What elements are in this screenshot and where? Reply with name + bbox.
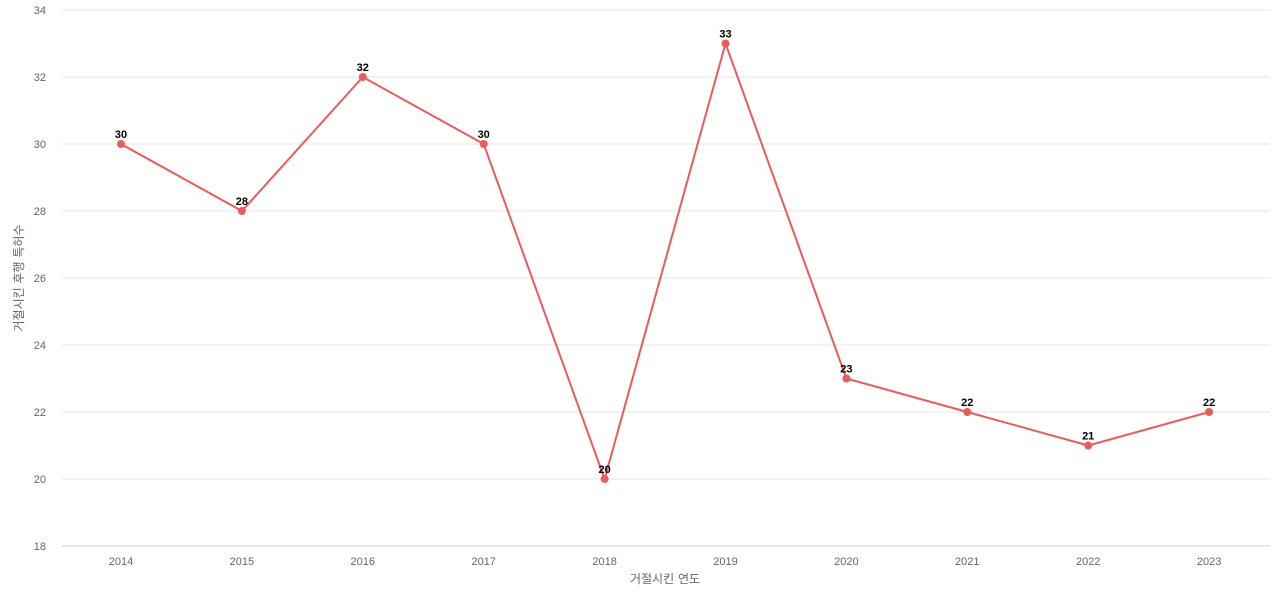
y-tick-label: 28 — [34, 206, 46, 218]
y-tick-label: 32 — [34, 72, 46, 84]
x-tick-label: 2016 — [351, 556, 375, 568]
y-tick-label: 26 — [34, 273, 46, 285]
data-label: 30 — [115, 129, 127, 141]
x-tick-label: 2018 — [592, 556, 616, 568]
x-axis-ticks: 2014 2015 2016 2017 2018 2019 2020 2021 2022 2023 — [109, 556, 1222, 568]
x-tick-label: 2020 — [834, 556, 858, 568]
data-label: 32 — [357, 62, 369, 74]
data-label: 30 — [478, 129, 490, 141]
data-point — [237, 207, 246, 215]
x-tick-label: 2019 — [713, 556, 737, 568]
data-point — [117, 140, 125, 148]
series-line — [120, 42, 1210, 480]
data-label: 22 — [961, 397, 973, 409]
x-tick-label: 2023 — [1197, 556, 1221, 568]
data-point — [1084, 441, 1093, 450]
y-axis-title: 거절시킨 후행 특허수 — [11, 225, 26, 332]
y-tick-label: 22 — [34, 407, 46, 419]
x-tick-label: 2021 — [955, 556, 979, 568]
data-point — [842, 374, 851, 383]
data-point — [479, 140, 488, 148]
data-point — [963, 408, 972, 416]
data-point — [1205, 408, 1214, 416]
y-tick-label: 34 — [34, 5, 46, 17]
data-point — [721, 39, 730, 48]
gridlines — [62, 9, 1270, 547]
y-tick-label: 20 — [34, 474, 46, 486]
series-layer — [117, 39, 1214, 483]
y-tick-label: 18 — [34, 541, 46, 553]
data-point — [358, 73, 367, 81]
data-label: 28 — [236, 196, 248, 208]
y-tick-label: 30 — [34, 139, 46, 151]
x-axis-title: 거절시킨 연도 — [630, 572, 700, 586]
x-tick-label: 2015 — [230, 556, 254, 568]
data-point — [600, 475, 609, 483]
data-label: 22 — [1203, 397, 1215, 409]
data-label: 20 — [598, 464, 610, 476]
y-axis-ticks: 18 20 22 24 26 28 30 32 34 — [34, 5, 46, 553]
data-label: 23 — [840, 364, 852, 376]
x-tick-label: 2017 — [471, 556, 495, 568]
data-label: 33 — [719, 29, 731, 41]
x-tick-label: 2022 — [1076, 556, 1100, 568]
x-tick-label: 2014 — [109, 556, 133, 568]
data-labels: 30 28 32 30 20 33 23 22 21 22 — [115, 29, 1215, 477]
data-label: 21 — [1082, 431, 1094, 443]
y-tick-label: 24 — [34, 340, 46, 352]
